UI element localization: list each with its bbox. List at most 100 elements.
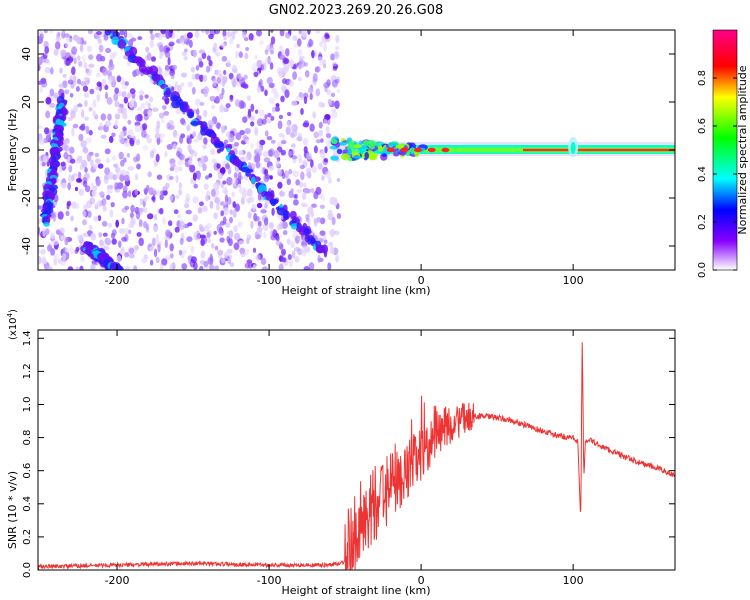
- noise-speck: [280, 140, 287, 145]
- noise-speck: [236, 43, 240, 49]
- noise-speck: [335, 46, 340, 51]
- noise-speck: [118, 136, 125, 144]
- noise-speck: [318, 129, 323, 137]
- noise-speck: [93, 163, 98, 170]
- noise-speck: [90, 263, 96, 270]
- noise-speck: [228, 37, 234, 45]
- noise-speck: [281, 248, 286, 256]
- noise-speck: [192, 214, 199, 222]
- noise-speck: [83, 62, 88, 69]
- noise-speck: [116, 172, 120, 180]
- noise-speck: [139, 198, 144, 206]
- noise-speck: [252, 264, 257, 270]
- noise-speck: [235, 132, 242, 141]
- noise-speck: [91, 189, 97, 197]
- noise-speck: [160, 30, 167, 35]
- noise-speck: [141, 130, 147, 138]
- noise-speck: [209, 30, 216, 36]
- noise-speck: [285, 126, 291, 135]
- noise-speck: [138, 219, 143, 228]
- noise-speck: [154, 213, 158, 221]
- noise-speck: [89, 88, 95, 95]
- noise-speck: [49, 88, 55, 97]
- noise-speck: [246, 237, 250, 245]
- noise-speck: [172, 129, 177, 138]
- noise-speck: [57, 211, 64, 220]
- noise-speck: [223, 251, 228, 259]
- noise-speck: [42, 259, 47, 264]
- noise-speck: [86, 200, 93, 209]
- noise-speck: [109, 209, 114, 218]
- noise-speck: [259, 79, 263, 88]
- noise-speck: [237, 183, 242, 188]
- noise-speck: [174, 165, 180, 173]
- noise-speck: [76, 36, 82, 45]
- noise-speck: [275, 103, 280, 108]
- noise-speck: [67, 116, 73, 122]
- noise-speck: [119, 169, 127, 176]
- noise-speck: [64, 42, 69, 48]
- noise-speck: [131, 92, 136, 99]
- colorbar-label: Normalized spectral amplitude: [736, 65, 749, 234]
- carrier-noise: [347, 148, 353, 156]
- noise-speck: [292, 71, 297, 80]
- noise-speck: [328, 241, 334, 248]
- noise-speck: [177, 84, 182, 94]
- noise-speck: [53, 258, 58, 266]
- noise-speck: [244, 52, 249, 60]
- noise-speck: [237, 221, 243, 228]
- noise-speck: [77, 171, 82, 179]
- noise-speck: [61, 182, 67, 189]
- spectrogram-x-label: Height of straight line (km): [281, 284, 430, 297]
- noise-speck: [178, 189, 183, 196]
- noise-speck: [300, 92, 304, 101]
- noise-speck: [169, 253, 174, 259]
- noise-speck: [113, 92, 119, 102]
- noise-speck: [169, 195, 174, 202]
- noise-speck: [195, 233, 201, 241]
- noise-speck: [253, 71, 259, 78]
- noise-speck: [268, 221, 274, 229]
- noise-speck: [324, 170, 331, 179]
- noise-speck: [263, 173, 270, 183]
- noise-speck: [182, 34, 188, 42]
- noise-speck: [79, 43, 84, 53]
- noise-speck: [54, 41, 61, 50]
- figure-title: GN02.2023.269.20.26.G08: [269, 3, 444, 18]
- x-tick-label: 100: [563, 274, 584, 287]
- noise-speck: [232, 201, 236, 208]
- noise-speck: [127, 129, 134, 139]
- noise-speck: [124, 205, 130, 210]
- noise-speck: [88, 225, 93, 230]
- noise-speck: [158, 112, 165, 119]
- noise-speck: [120, 159, 125, 167]
- noise-speck: [233, 225, 238, 233]
- y-tick-label: 0.8: [22, 430, 33, 446]
- noise-speck: [291, 230, 298, 239]
- noise-speck: [293, 194, 297, 199]
- noise-speck: [127, 190, 132, 198]
- noise-speck: [145, 46, 150, 53]
- noise-speck: [246, 259, 253, 264]
- noise-speck: [114, 119, 119, 128]
- noise-speck: [305, 167, 312, 174]
- noise-speck: [254, 127, 259, 136]
- noise-speck: [336, 213, 341, 219]
- noise-speck: [179, 135, 184, 144]
- noise-speck: [296, 189, 303, 193]
- noise-speck: [155, 153, 160, 163]
- noise-speck: [241, 187, 247, 194]
- noise-speck: [172, 64, 177, 71]
- noise-speck: [196, 134, 200, 140]
- noise-speck: [211, 105, 216, 110]
- noise-speck: [256, 86, 261, 94]
- noise-speck: [126, 152, 130, 158]
- noise-speck: [42, 228, 47, 237]
- noise-speck: [193, 151, 198, 157]
- noise-speck: [277, 120, 283, 130]
- noise-speck: [38, 124, 43, 130]
- noise-speck: [219, 237, 225, 243]
- noise-speck: [336, 88, 341, 94]
- noise-speck: [197, 173, 201, 181]
- noise-speck: [261, 62, 267, 71]
